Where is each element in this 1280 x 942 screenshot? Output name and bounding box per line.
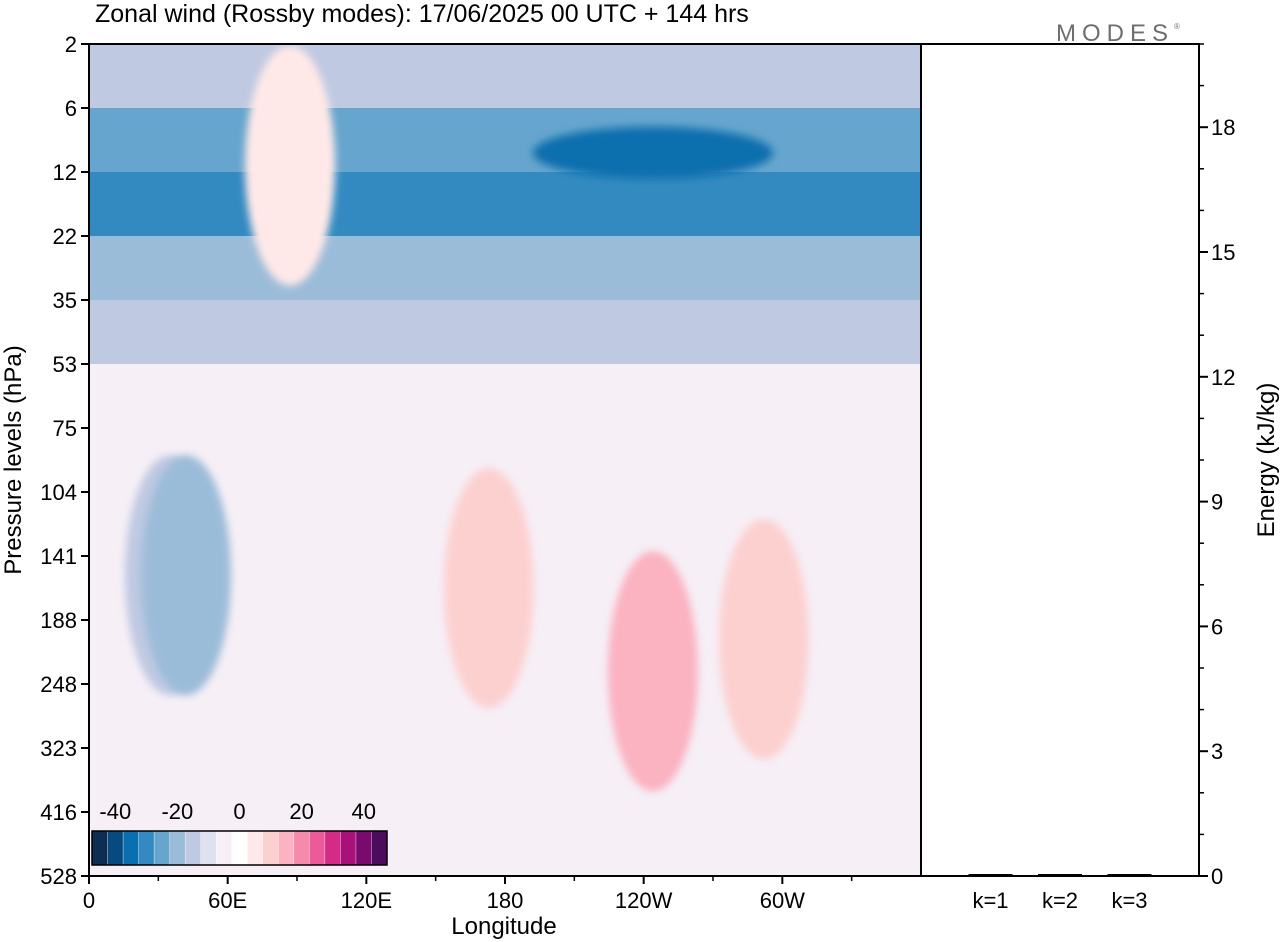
colorbar-tick-label: -40	[99, 799, 131, 824]
heatmap-features	[124, 45, 809, 792]
energy-tick-label: 12	[1211, 365, 1235, 390]
energy-tick-label: 15	[1211, 240, 1235, 265]
brand-logo: MODES®	[1056, 20, 1180, 47]
colorbar-swatch	[309, 830, 326, 866]
colorbar-swatch	[216, 830, 233, 866]
energy-frame	[920, 43, 1200, 877]
colorbar: -40 -20 0 20 40	[91, 799, 388, 866]
colorbar-swatch	[371, 830, 388, 866]
colorbar-swatch	[340, 830, 357, 866]
pressure-tick-label: 104	[40, 480, 77, 505]
pressure-tick-label: 12	[53, 160, 77, 185]
energy-category-label: k=1	[972, 888, 1008, 913]
wind-band	[89, 108, 921, 172]
energy-category-label: k=3	[1111, 888, 1147, 913]
wind-band	[89, 172, 921, 236]
colorbar-tick-label: 40	[351, 799, 375, 824]
energy-tick-label: 18	[1211, 115, 1235, 140]
pressure-tick-label: 22	[53, 224, 77, 249]
pressure-tick-label: 141	[40, 544, 77, 569]
y-axis-label: Pressure levels (hPa)	[0, 345, 27, 574]
wind-anomaly	[141, 455, 232, 696]
colorbar-swatch	[91, 830, 109, 866]
longitude-tick-label: 180	[487, 888, 524, 913]
colorbar-swatch	[293, 830, 311, 866]
colorbar-tick-labels: -40 -20 0 20 40	[99, 799, 376, 824]
colorbar-frame	[91, 830, 388, 866]
x-axis-label: Longitude	[451, 913, 556, 940]
colorbar-swatch	[107, 830, 124, 866]
colorbar-swatch	[355, 830, 373, 866]
colorbar-tick-label: -20	[161, 799, 193, 824]
wind-anomaly	[443, 468, 534, 708]
heatmap-panel: 2 6 12 22 35 53 75 104 141 188 248 323 416 528 0 60E 12…	[0, 32, 922, 940]
pressure-tick-label: 416	[40, 800, 77, 825]
colorbar-swatch	[153, 830, 171, 866]
longitude-axis: 0 60E 120E 180 120W 60W	[83, 876, 853, 913]
pressure-axis: 2 6 12 22 35 53 75 104 141 188 248 323 416 528	[40, 32, 89, 889]
chart-title: Zonal wind (Rossby modes): 17/06/2025 00…	[95, 0, 749, 28]
energy-bar	[1038, 874, 1082, 876]
energy-tick-label: 0	[1211, 864, 1223, 889]
wind-anomaly	[532, 126, 773, 179]
energy-tick-label: 6	[1211, 614, 1223, 639]
colorbar-tick-label: 0	[233, 799, 245, 824]
energy-panel: 0 3 6 9 12 15 18 k=1 k=2 k=3 Energy (kJ/kg)	[920, 43, 1280, 913]
longitude-tick-label: 0	[83, 888, 95, 913]
pressure-tick-label: 323	[40, 736, 77, 761]
pressure-tick-label: 75	[53, 416, 77, 441]
energy-axis-label: Energy (kJ/kg)	[1253, 383, 1280, 538]
pressure-tick-label: 53	[53, 352, 77, 377]
colorbar-swatch	[324, 830, 342, 866]
colorbar-swatch	[262, 830, 280, 866]
pressure-tick-label: 528	[40, 864, 77, 889]
colorbar-swatch	[122, 830, 140, 866]
colorbar-swatch	[278, 830, 295, 866]
wind-band	[89, 300, 921, 364]
colorbar-swatch	[200, 830, 217, 866]
longitude-tick-label: 60W	[760, 888, 805, 913]
energy-bars	[968, 874, 1152, 876]
pressure-tick-label: 188	[40, 608, 77, 633]
energy-tick-label: 3	[1211, 739, 1223, 764]
longitude-tick-label: 60E	[208, 888, 247, 913]
colorbar-swatch	[184, 830, 202, 866]
heatmap-bands	[89, 44, 921, 876]
pressure-tick-label: 6	[65, 96, 77, 121]
colorbar-swatches	[91, 830, 388, 866]
colorbar-tick-label: 20	[289, 799, 313, 824]
colorbar-swatch	[169, 830, 186, 866]
pressure-tick-label: 2	[65, 32, 77, 57]
energy-axis: 0 3 6 9 12 15 18	[1199, 43, 1235, 889]
colorbar-swatch	[231, 830, 248, 866]
longitude-tick-label: 120E	[341, 888, 392, 913]
wind-anomaly	[607, 551, 698, 792]
longitude-tick-label: 120W	[615, 888, 673, 913]
energy-category-label: k=2	[1042, 888, 1078, 913]
energy-bar	[968, 874, 1013, 876]
colorbar-swatch	[138, 830, 155, 866]
pressure-tick-label: 35	[53, 288, 77, 313]
colorbar-swatch	[247, 830, 264, 866]
energy-categories: k=1 k=2 k=3	[972, 888, 1147, 913]
wind-anomaly	[718, 519, 809, 760]
energy-bar	[1107, 874, 1152, 876]
wind-anomaly	[245, 45, 336, 286]
wind-band	[89, 44, 921, 108]
pressure-tick-label: 248	[40, 672, 77, 697]
wind-band	[89, 236, 921, 300]
energy-tick-label: 9	[1211, 490, 1223, 515]
